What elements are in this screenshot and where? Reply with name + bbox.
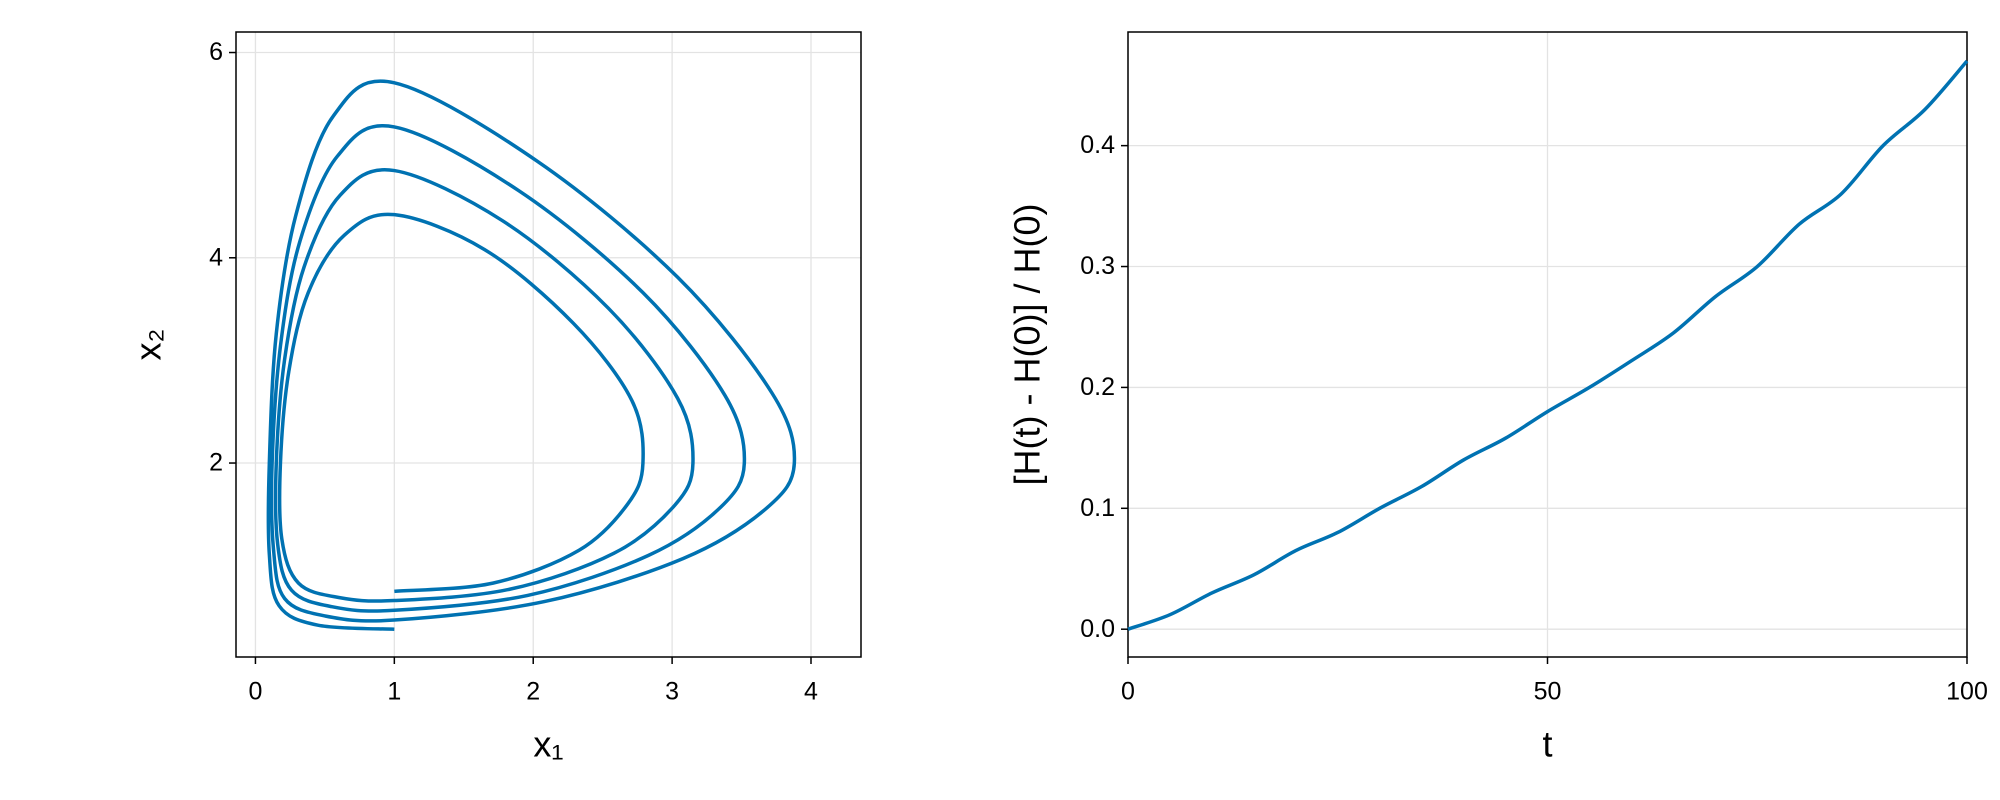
plot-frame [1127,31,1968,658]
x-axis-label: t [1542,724,1552,765]
x-tick-label: 4 [804,678,818,706]
x-tick-label: 2 [526,678,540,706]
y-axis-label: [H(t) - H(0)] / H(0) [1007,204,1048,486]
x-tick-label: 1 [387,678,401,706]
y-tick-label: 0.1 [1080,494,1115,522]
y-tick-label: 2 [209,449,223,477]
y-tick-label: 6 [209,38,223,66]
data-line [266,79,797,632]
y-tick-label: 0.4 [1080,131,1115,159]
y-tick-label: 0.2 [1080,373,1115,401]
plot-frame [235,31,862,658]
data-line [1127,59,1969,631]
x-tick-label: 3 [665,678,679,706]
y-tick-label: 4 [209,243,223,271]
x-tick-label: 0 [248,678,262,706]
y-axis-label: x₂ [128,329,169,361]
y-tick-label: 0.0 [1080,615,1115,643]
x-tick-label: 50 [1534,678,1562,706]
y-tick-label: 0.3 [1080,252,1115,280]
x-axis-label: x₁ [533,724,563,765]
x-tick-label: 100 [1946,678,1988,706]
x-tick-label: 0 [1121,678,1135,706]
